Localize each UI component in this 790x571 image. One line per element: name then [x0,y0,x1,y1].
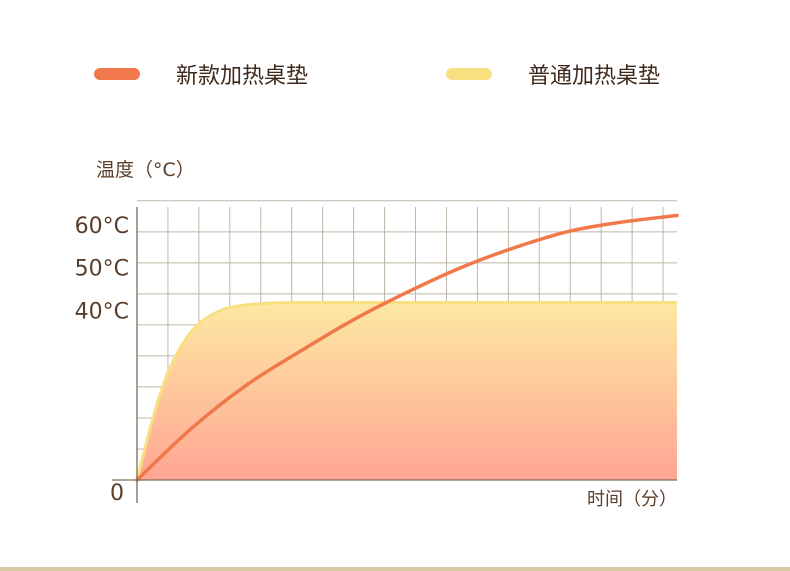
line-new-series [135,213,679,482]
y-tick-label: 50°C [75,257,129,282]
legend-label-new: 新款加热桌垫 [176,64,309,89]
legend-item-old: 普通加热桌垫 [446,58,660,90]
y-tick-label: 0 [110,481,124,506]
y-tick-label: 60°C [75,214,129,239]
y-axis-title: 温度（°C） [96,159,195,181]
legend-swatch-new [94,68,140,80]
area-fill-old-series [137,302,677,480]
y-tick-label: 40°C [75,299,129,324]
y-tick-labels: 0 40°C 50°C 60°C [75,214,129,506]
line-old-series [135,301,677,481]
axes [112,207,677,503]
legend: 新款加热桌垫 普通加热桌垫 [0,58,790,98]
x-axis-title: 时间（分） [587,489,677,510]
legend-item-new: 新款加热桌垫 [94,58,308,90]
legend-label-old: 普通加热桌垫 [528,64,661,89]
legend-swatch-old [446,68,492,80]
bottom-rule [0,567,790,571]
